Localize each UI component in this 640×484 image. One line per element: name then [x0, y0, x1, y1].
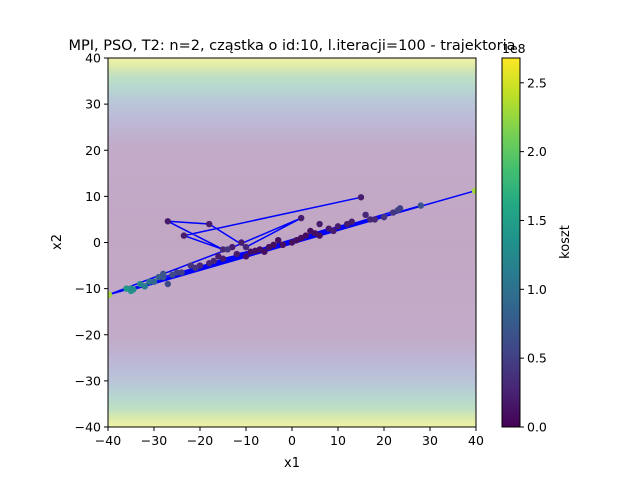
y-axis-label: x2 — [50, 234, 65, 250]
trajectory-point — [344, 220, 351, 228]
trajectory-point — [394, 207, 401, 214]
x-axis-label: x1 — [284, 456, 300, 471]
cost-point — [238, 239, 245, 246]
trajectory-point — [206, 220, 213, 228]
trajectory-point — [265, 243, 273, 251]
trajectory-point — [325, 225, 332, 232]
trajectory-point — [357, 194, 365, 201]
x-tick-label: 20 — [376, 433, 392, 448]
y-tick-label: 30 — [85, 97, 101, 112]
x-tick-label: −20 — [187, 433, 213, 448]
trajectory-point — [180, 232, 188, 239]
y-tick-label: −40 — [75, 420, 101, 435]
trajectory-point — [242, 243, 250, 251]
trajectory-point — [380, 213, 388, 221]
trajectory-point — [219, 246, 227, 253]
trajectory-point — [169, 271, 176, 278]
x-tick-label: 30 — [422, 433, 438, 448]
cost-point — [334, 223, 342, 230]
y-tick-label: 40 — [85, 51, 101, 66]
x-tick-label: −40 — [95, 433, 121, 448]
trajectory-point — [298, 234, 305, 242]
trajectory-point — [178, 269, 185, 276]
colorbar-tick-label: 1.5 — [527, 213, 547, 228]
x-tick-label: 40 — [468, 433, 484, 448]
trajectory-point — [279, 241, 286, 249]
trajectory-point — [417, 202, 424, 209]
x-tick-label: −30 — [141, 433, 167, 448]
trajectory-point — [252, 247, 259, 255]
trajectory-point — [164, 218, 171, 225]
cost-point — [275, 236, 282, 244]
trajectory-point — [141, 283, 148, 290]
cost-point — [362, 211, 369, 219]
x-tick-label: 0 — [288, 433, 296, 448]
y-tick-label: 0 — [93, 235, 101, 250]
trajectory-point — [288, 239, 296, 246]
colorbar-label: koszt — [558, 225, 573, 259]
trajectory-point — [233, 250, 240, 258]
cost-point — [146, 278, 153, 285]
colorbar-tick-label: 2.5 — [527, 75, 547, 90]
cost-point — [242, 253, 250, 260]
chart-title: MPI, PSO, T2: n=2, cząstka o id:10, l.it… — [68, 38, 515, 54]
trajectory-point — [219, 255, 227, 262]
x-tick-label: −10 — [233, 433, 259, 448]
colorbar-tick-label: 0.0 — [527, 420, 547, 435]
trajectory-point — [192, 264, 199, 272]
trajectory-point — [224, 246, 231, 253]
trajectory-point — [108, 291, 113, 298]
y-tick-label: 20 — [85, 143, 101, 158]
colorbar-multiplier: 1e8 — [502, 41, 526, 56]
colorbar-tick-label: 1.0 — [527, 282, 547, 297]
cost-point — [164, 280, 171, 288]
trajectory-point — [298, 214, 305, 222]
trajectory-point — [471, 187, 476, 195]
cost-point — [155, 273, 162, 281]
colorbar — [501, 57, 521, 428]
trajectory-point — [130, 286, 137, 293]
y-tick-label: −10 — [75, 281, 101, 296]
trajectory-point — [206, 260, 213, 267]
trajectory-point — [311, 230, 319, 237]
x-tick-label: 10 — [330, 433, 346, 448]
cost-point — [316, 220, 323, 228]
y-tick-label: 10 — [85, 189, 101, 204]
colorbar-tick-label: 2.0 — [527, 144, 547, 159]
y-tick-label: −20 — [75, 327, 101, 342]
trajectory-point — [367, 216, 374, 223]
cost-point — [371, 216, 378, 223]
y-tick-label: −30 — [75, 373, 101, 388]
trajectory-point — [150, 278, 158, 285]
trajectory-point — [160, 273, 167, 281]
colorbar-tick-label: 0.5 — [527, 351, 547, 366]
